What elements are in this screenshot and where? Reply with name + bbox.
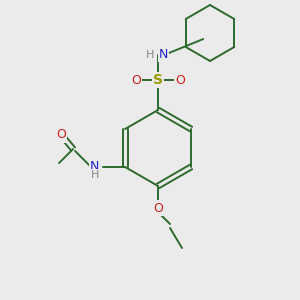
Text: O: O — [153, 202, 163, 214]
Text: S: S — [153, 73, 163, 87]
Text: O: O — [175, 74, 185, 86]
Text: H: H — [91, 170, 99, 180]
Text: H: H — [146, 50, 154, 60]
Text: O: O — [56, 128, 66, 142]
Text: O: O — [131, 74, 141, 86]
Text: N: N — [90, 160, 99, 173]
Text: N: N — [159, 49, 168, 62]
